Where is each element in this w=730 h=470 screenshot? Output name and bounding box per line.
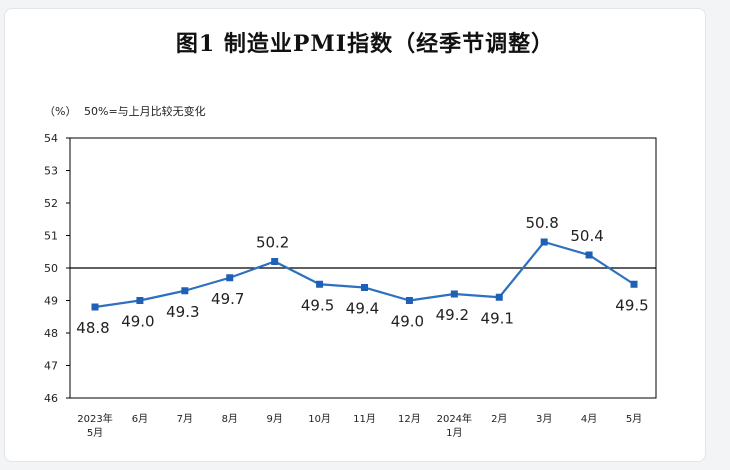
x-tick-label: 2月 xyxy=(491,413,507,425)
chart-title: 图1 制造业PMI指数（经季节调整） xyxy=(175,31,555,57)
data-label: 48.8 xyxy=(76,319,109,337)
data-label: 49.5 xyxy=(301,296,334,314)
data-point xyxy=(540,238,548,246)
data-label: 49.3 xyxy=(166,303,199,321)
data-point xyxy=(450,290,458,298)
x-tick-label: 2023年 5月 xyxy=(77,412,112,439)
x-tick-label: 6月 xyxy=(132,413,148,425)
data-point xyxy=(271,258,279,265)
data-label: 50.4 xyxy=(570,227,603,245)
data-point xyxy=(91,303,99,311)
data-label: 50.2 xyxy=(256,234,289,252)
chart-card xyxy=(4,8,706,462)
y-tick-label: 48 xyxy=(44,327,58,340)
data-label: 49.5 xyxy=(615,296,648,314)
data-label: 49.0 xyxy=(121,313,154,331)
x-tick-label: 2024年 1月 xyxy=(437,412,472,439)
data-point xyxy=(226,274,234,282)
x-tick-label: 12月 xyxy=(398,413,421,425)
y-tick-label: 46 xyxy=(44,392,58,405)
data-point xyxy=(136,297,144,304)
data-point xyxy=(181,287,189,295)
data-point xyxy=(316,280,324,288)
data-label: 49.2 xyxy=(436,306,469,324)
y-tick-label: 52 xyxy=(44,197,58,210)
y-tick-label: 51 xyxy=(44,230,58,243)
y-tick-label: 53 xyxy=(44,165,58,178)
baseline-note: 50%=与上月比较无变化 xyxy=(84,105,206,118)
data-point xyxy=(405,297,413,304)
data-label: 49.4 xyxy=(346,300,379,318)
data-point xyxy=(585,251,593,259)
x-tick-label: 8月 xyxy=(222,413,238,425)
series-line xyxy=(94,240,635,309)
data-point xyxy=(361,284,368,291)
y-tick-label: 47 xyxy=(44,360,58,373)
data-point xyxy=(630,280,638,288)
y-axis-unit: （%） xyxy=(44,105,77,118)
y-tick-label: 50 xyxy=(44,262,58,275)
data-label: 49.7 xyxy=(211,290,244,308)
y-tick-label: 54 xyxy=(44,132,58,145)
data-label: 49.1 xyxy=(481,309,514,327)
data-label: 49.0 xyxy=(391,313,424,331)
x-tick-label: 3月 xyxy=(536,413,552,425)
x-tick-label: 11月 xyxy=(353,413,376,425)
x-tick-label: 4月 xyxy=(581,413,597,425)
data-label: 50.8 xyxy=(525,214,558,232)
x-tick-label: 5月 xyxy=(626,413,642,425)
x-tick-label: 7月 xyxy=(177,413,193,425)
x-tick-label: 9月 xyxy=(266,413,282,425)
data-point xyxy=(495,293,503,301)
x-tick-label: 10月 xyxy=(308,413,331,425)
y-tick-label: 49 xyxy=(44,295,58,308)
